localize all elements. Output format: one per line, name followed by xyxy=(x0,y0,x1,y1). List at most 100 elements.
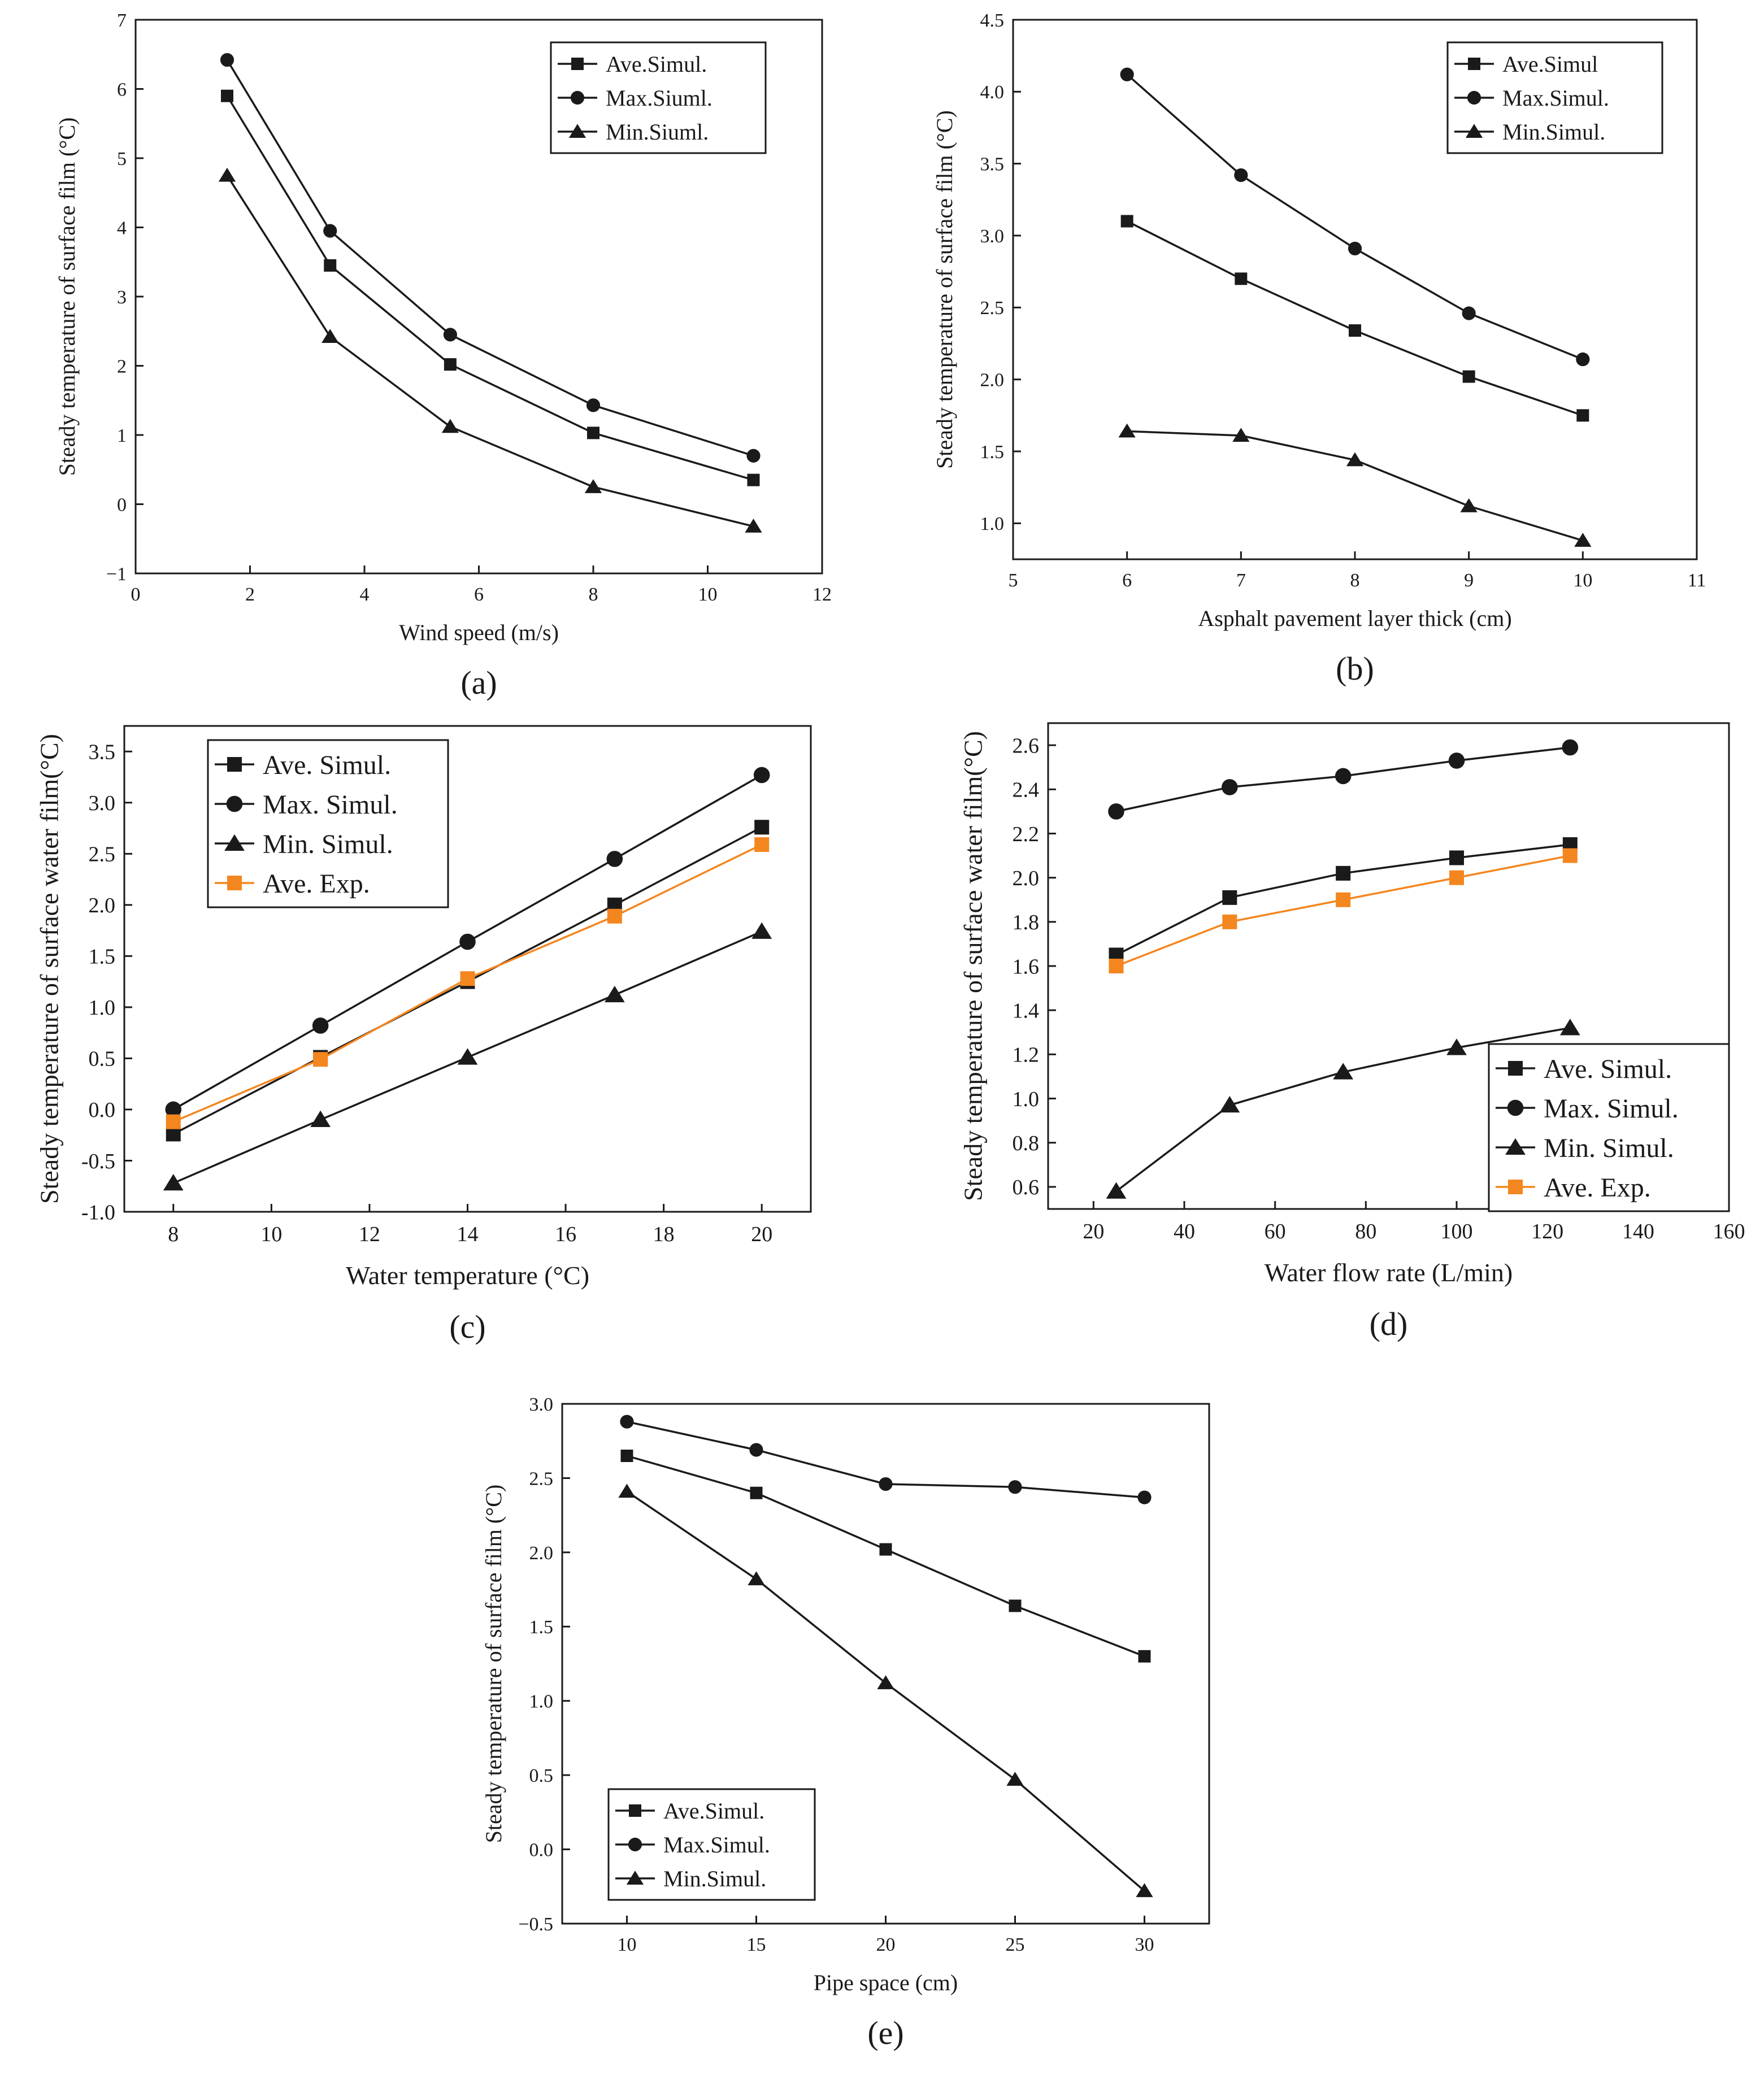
y-tick-label: 6 xyxy=(117,79,127,100)
data-point xyxy=(443,328,457,342)
data-point xyxy=(1009,1599,1022,1612)
x-tick-label: 10 xyxy=(1573,570,1592,591)
data-point xyxy=(1562,848,1578,863)
x-tick-label: 16 xyxy=(555,1223,576,1246)
legend-entry: Min.Simul. xyxy=(663,1866,766,1891)
series-line xyxy=(226,175,754,528)
data-point xyxy=(165,1101,182,1118)
data-point xyxy=(1234,168,1248,182)
x-tick-label: 120 xyxy=(1531,1220,1563,1243)
data-point xyxy=(1448,752,1465,769)
data-point xyxy=(459,933,476,950)
y-tick-label: 1.0 xyxy=(529,1691,554,1712)
data-point xyxy=(747,473,760,486)
y-tick-label: 2.5 xyxy=(980,298,1005,319)
data-point xyxy=(166,1114,181,1129)
legend-marker xyxy=(626,1870,644,1885)
data-point xyxy=(1138,1650,1151,1663)
legend-marker xyxy=(571,58,584,70)
data-point xyxy=(323,224,337,238)
data-point xyxy=(1108,803,1124,820)
data-point xyxy=(754,820,770,835)
data-point xyxy=(220,53,234,67)
series-a-0 xyxy=(221,89,760,486)
series-e-0 xyxy=(620,1450,1151,1663)
x-tick-label: 20 xyxy=(1083,1220,1104,1243)
data-point xyxy=(457,1048,478,1065)
series-d-2 xyxy=(1106,1019,1580,1199)
legend-entry: Ave.Simul. xyxy=(606,51,707,77)
series-b-2 xyxy=(1118,423,1592,547)
x-tick-label: 100 xyxy=(1441,1220,1473,1243)
data-point xyxy=(1222,914,1237,929)
data-point xyxy=(1106,1182,1127,1199)
x-tick-label: 2 xyxy=(245,584,255,605)
data-point xyxy=(1335,768,1352,785)
legend-marker xyxy=(568,124,586,138)
legend-entry: Min.Siuml. xyxy=(606,119,709,145)
legend-entry: Max.Simul. xyxy=(1502,85,1609,111)
y-tick-label: 3.0 xyxy=(980,226,1005,247)
x-tick-label: 140 xyxy=(1622,1220,1654,1243)
x-tick-label: 5 xyxy=(1009,570,1018,591)
y-tick-label: 0.6 xyxy=(1013,1176,1040,1199)
y-tick-label: 1.5 xyxy=(980,442,1005,463)
legend-entry: Ave. Simul. xyxy=(1544,1054,1672,1084)
chart-panel-e: 10 15 20 25 30 −0.5 0.0 0.5 1.0 1.5 2.0 2.5 3.0 Pipe … xyxy=(481,1394,1210,2051)
y-tick-label: 1.6 xyxy=(1013,955,1040,978)
legend-box xyxy=(1488,1043,1730,1212)
x-tick-label: 6 xyxy=(474,584,484,605)
panel-label: (d) xyxy=(1370,1306,1408,1342)
series-c-2 xyxy=(163,922,772,1191)
legend-marker xyxy=(1505,1138,1526,1155)
x-axis-label: Water temperature (°C) xyxy=(346,1261,589,1290)
data-point xyxy=(1219,1096,1240,1113)
y-tick-label: 1.0 xyxy=(980,514,1005,534)
data-point xyxy=(1348,241,1362,256)
data-point xyxy=(163,1174,184,1191)
legend-e: Ave.Simul. Max.Simul. Min.Simul. xyxy=(607,1788,816,1901)
legend-entry: Ave. Exp. xyxy=(1544,1173,1651,1203)
legend-entry: Max.Siuml. xyxy=(606,85,712,111)
y-tick-label: 3.0 xyxy=(89,791,116,815)
data-point xyxy=(1349,324,1361,337)
y-tick-label: 1.2 xyxy=(1013,1043,1040,1067)
data-point xyxy=(748,1571,765,1586)
y-tick-label: 2.2 xyxy=(1013,823,1040,846)
chart-panel-d: 20 40 60 80 100 120 140 160 0.6 0.8 1.0 1.2 1.4 1.6 1.… xyxy=(959,722,1745,1342)
x-tick-label: 25 xyxy=(1006,1934,1025,1955)
legend-marker xyxy=(224,834,245,851)
legend-marker xyxy=(570,90,585,105)
y-axis-label: Steady temperature of surface film (°C) xyxy=(481,1485,506,1843)
series-line xyxy=(1127,430,1583,542)
y-tick-label: 2.5 xyxy=(529,1468,554,1489)
data-point xyxy=(1460,498,1478,512)
data-point xyxy=(1336,892,1351,907)
data-point xyxy=(618,1484,636,1498)
y-tick-label: −0.5 xyxy=(518,1914,553,1935)
y-tick-label: -1.0 xyxy=(81,1200,115,1224)
legend-entry: Min.Simul. xyxy=(1502,119,1605,145)
y-tick-label: 2.0 xyxy=(529,1543,554,1564)
y-tick-label: 1.0 xyxy=(1013,1087,1040,1111)
data-point xyxy=(221,89,233,102)
x-tick-label: 14 xyxy=(457,1223,479,1246)
data-point xyxy=(1576,409,1589,422)
panel-label: (c) xyxy=(449,1308,485,1345)
legend-marker xyxy=(1508,1180,1523,1194)
x-tick-label: 60 xyxy=(1265,1220,1286,1243)
series-a-2 xyxy=(218,167,762,533)
x-tick-label: 7 xyxy=(1236,570,1246,591)
y-tick-label: 1.0 xyxy=(89,996,116,1020)
data-point xyxy=(321,329,339,343)
data-point xyxy=(1346,452,1364,467)
y-tick-label: 1.5 xyxy=(529,1617,554,1638)
legend-entry: Max. Simul. xyxy=(263,790,398,820)
y-tick-label: 1.4 xyxy=(1013,999,1040,1023)
y-axis-label: Steady temperature of surface film (°C) xyxy=(54,118,80,476)
x-tick-label: 4 xyxy=(360,584,370,605)
data-point xyxy=(606,851,623,867)
legend-marker xyxy=(1465,124,1483,138)
